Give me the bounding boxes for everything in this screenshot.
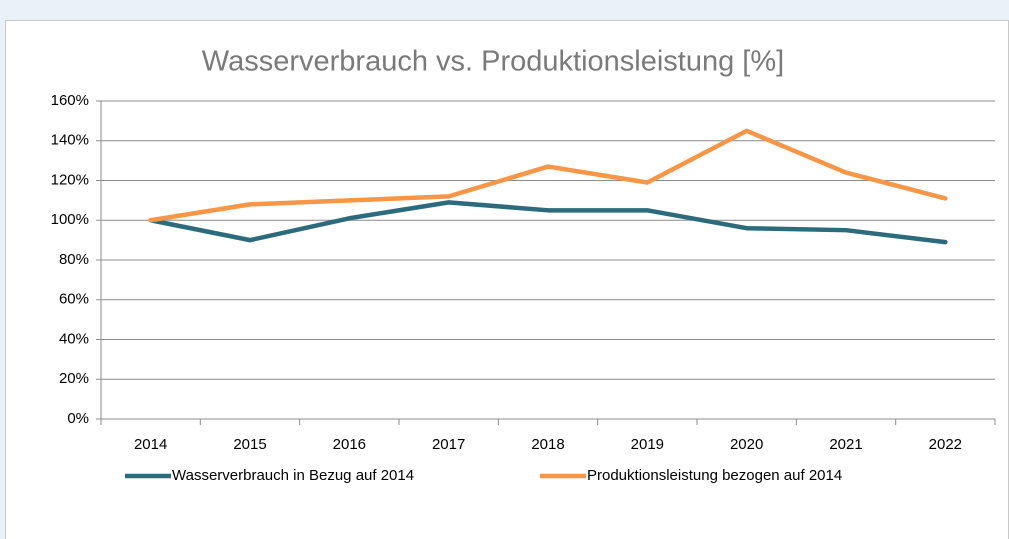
y-tick-label: 40% bbox=[59, 330, 89, 347]
chart-area bbox=[5, 20, 1009, 539]
series-line bbox=[148, 128, 948, 223]
y-tick-label: 60% bbox=[59, 291, 89, 308]
x-tick-label: 2014 bbox=[134, 436, 167, 453]
x-tick-label: 2022 bbox=[929, 436, 962, 453]
legend-label: Wasserverbrauch in Bezug auf 2014 bbox=[172, 467, 414, 484]
y-tick-label: 0% bbox=[67, 410, 89, 427]
chart-title: Wasserverbrauch vs. Produktionsleistung … bbox=[202, 46, 784, 78]
x-tick-label: 2020 bbox=[730, 436, 763, 453]
x-tick-label: 2021 bbox=[829, 436, 862, 453]
y-tick-label: 120% bbox=[51, 171, 89, 188]
legend-label: Produktionsleistung bezogen auf 2014 bbox=[587, 467, 842, 484]
x-tick-label: 2019 bbox=[631, 436, 664, 453]
y-tick-label: 140% bbox=[51, 132, 89, 149]
y-tick-label: 80% bbox=[59, 251, 89, 268]
y-tick-label: 100% bbox=[51, 211, 89, 228]
x-tick-label: 2015 bbox=[233, 436, 266, 453]
y-tick-label: 160% bbox=[51, 92, 89, 109]
x-tick-label: 2017 bbox=[432, 436, 465, 453]
x-tick-label: 2018 bbox=[531, 436, 564, 453]
x-tick-label: 2016 bbox=[333, 436, 366, 453]
series-line bbox=[148, 200, 948, 245]
y-tick-label: 20% bbox=[59, 370, 89, 387]
